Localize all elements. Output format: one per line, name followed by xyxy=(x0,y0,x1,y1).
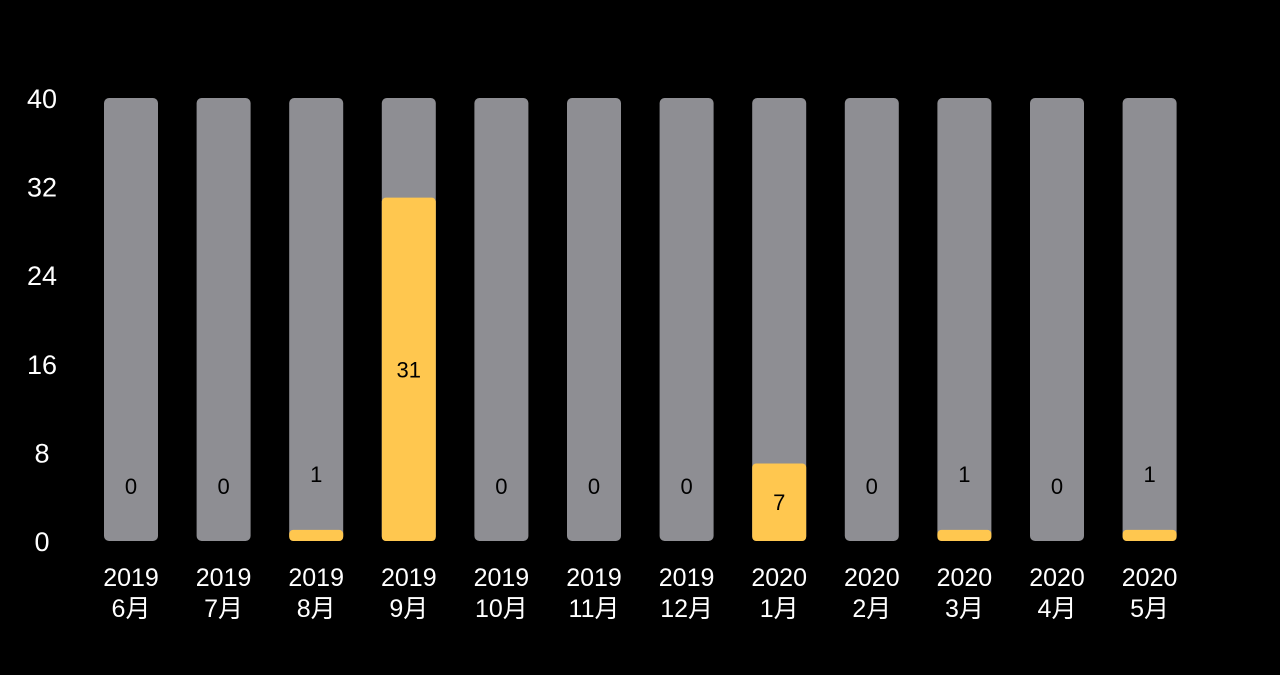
bar-value-label: 0 xyxy=(866,474,878,499)
x-tick-year-label: 2019 xyxy=(381,564,437,592)
bar-group: 0 xyxy=(196,98,251,541)
bar-value-label: 0 xyxy=(588,474,600,499)
bar-track xyxy=(567,98,621,541)
bar xyxy=(289,529,344,541)
x-tick-year-label: 2019 xyxy=(288,564,344,592)
x-tick-year-label: 2020 xyxy=(1122,564,1178,592)
bar-group: 1 xyxy=(1122,98,1177,541)
bar-value-label: 1 xyxy=(1143,462,1155,487)
x-tick-year-label: 2019 xyxy=(566,564,622,592)
bar-track xyxy=(1030,98,1084,541)
x-axis: 2019 6月 2019 7月 2019 8月 2019 9月 2019 10月 2019 11月 20… xyxy=(103,564,1177,623)
bar-value-label: 0 xyxy=(125,474,137,499)
y-tick-label: 16 xyxy=(27,350,57,380)
x-tick-year-label: 2019 xyxy=(103,564,159,592)
bar-track xyxy=(196,98,251,541)
bar-value-label: 7 xyxy=(773,490,785,515)
bar xyxy=(937,529,992,541)
x-tick-month-label: 8月 xyxy=(297,595,336,623)
bar-value-label: 1 xyxy=(958,462,970,487)
y-axis: 0 8 16 24 32 40 xyxy=(27,84,57,557)
bar-track xyxy=(289,98,344,541)
x-tick-month-label: 6月 xyxy=(112,595,151,623)
x-tick-month-label: 2月 xyxy=(852,595,891,623)
x-tick-year-label: 2020 xyxy=(937,564,993,592)
bar-group: 0 xyxy=(844,98,899,541)
x-tick-month-label: 7月 xyxy=(204,595,243,623)
bar-track xyxy=(844,98,899,541)
y-tick-label: 32 xyxy=(27,173,57,203)
bar xyxy=(752,463,807,541)
y-tick-label: 24 xyxy=(27,261,57,291)
bar xyxy=(1122,529,1177,541)
x-tick-year-label: 2019 xyxy=(659,564,715,592)
x-tick-month-label: 10月 xyxy=(475,595,528,623)
x-tick-year-label: 2020 xyxy=(1029,564,1085,592)
x-tick-month-label: 11月 xyxy=(569,595,620,623)
bar-value-label: 0 xyxy=(1051,474,1063,499)
y-tick-label: 0 xyxy=(34,527,49,557)
bar-group: 0 xyxy=(1030,98,1084,541)
x-tick-month-label: 1月 xyxy=(760,595,799,623)
bar-group: 0 xyxy=(474,98,529,541)
bar-group: 1 xyxy=(937,98,992,541)
x-tick-month-label: 5月 xyxy=(1130,595,1169,623)
bar-track xyxy=(1122,98,1177,541)
bar-track xyxy=(474,98,529,541)
bar-group: 0 xyxy=(567,98,621,541)
bar-group: 7 xyxy=(752,98,807,541)
bar-value-label: 0 xyxy=(495,474,507,499)
bars: 0 0 1 31 0 0 0 7 0 1 0 1 xyxy=(104,98,1177,542)
bar-group: 0 xyxy=(659,98,714,541)
bar-value-label: 31 xyxy=(397,357,421,382)
bar-track xyxy=(752,98,807,541)
x-tick-year-label: 2020 xyxy=(751,564,807,592)
x-tick-year-label: 2020 xyxy=(844,564,900,592)
bar-value-label: 1 xyxy=(310,462,322,487)
bar-track xyxy=(659,98,714,541)
bar xyxy=(381,197,436,542)
bar-value-label: 0 xyxy=(680,474,692,499)
bar-group: 1 xyxy=(289,98,344,541)
x-tick-year-label: 2019 xyxy=(196,564,252,592)
y-tick-label: 40 xyxy=(27,84,57,114)
x-tick-month-label: 9月 xyxy=(389,595,428,623)
y-tick-label: 8 xyxy=(34,438,49,468)
x-tick-month-label: 12月 xyxy=(660,595,713,623)
bar-group: 0 xyxy=(104,98,158,541)
x-tick-year-label: 2019 xyxy=(474,564,530,592)
x-tick-month-label: 3月 xyxy=(945,595,984,623)
x-tick-month-label: 4月 xyxy=(1038,595,1077,623)
bar-track xyxy=(104,98,158,541)
bar-group: 31 xyxy=(381,98,436,542)
bar-track xyxy=(937,98,992,541)
bar-value-label: 0 xyxy=(217,474,229,499)
